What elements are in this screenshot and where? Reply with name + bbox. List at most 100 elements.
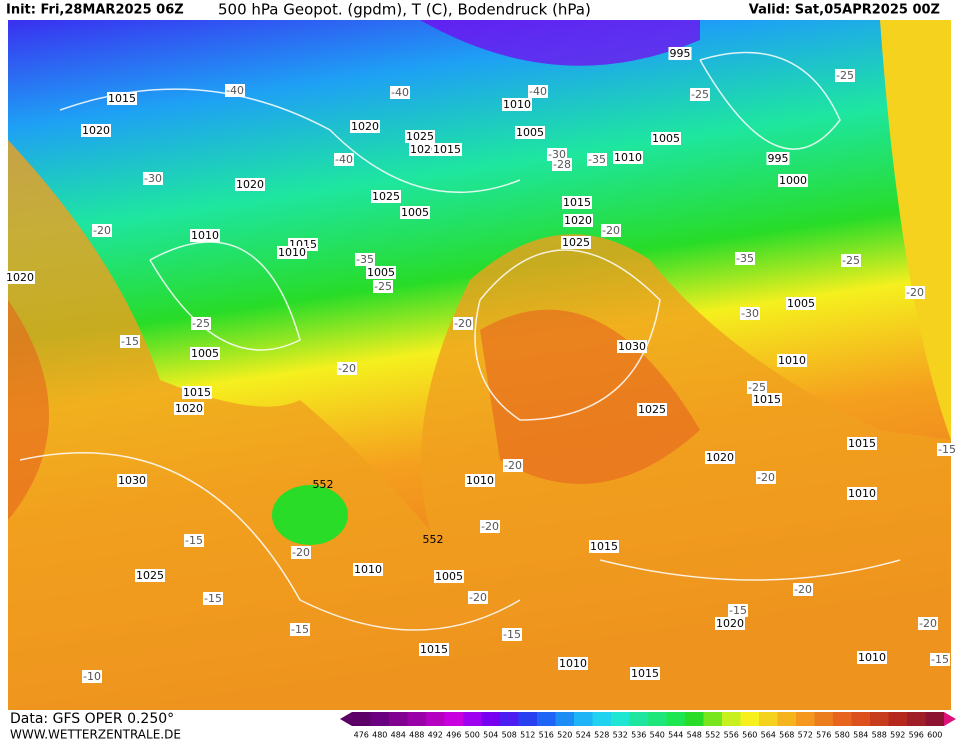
colorbar-swatch [574,712,593,726]
temperature-label: -20 [93,224,111,237]
temperature-label-box [756,471,776,484]
temperature-label: -20 [794,583,812,596]
temperature-label: -10 [83,670,101,683]
colorbar-label: 512 [520,731,535,740]
pressure-label: 1020 [706,451,734,464]
temperature-label-box [905,286,925,299]
temperature-label-box [337,362,357,375]
temperature-label: -15 [938,443,956,456]
colorbar-swatch [426,712,445,726]
pressure-label: 1010 [354,563,382,576]
pressure-label: 1020 [351,120,379,133]
pressure-label: 1010 [858,651,886,664]
pressure-label-box [135,569,165,582]
pressure-label: 995 [670,47,691,60]
colorbar-swatch [648,712,667,726]
temperature-label: -20 [504,459,522,472]
pressure-label-box [766,152,790,165]
pressure-label: 1020 [410,143,438,156]
colorbar-swatch [407,712,426,726]
colorbar-label: 568 [779,731,794,740]
pressure-label-box [786,297,816,310]
temperature-label-box [740,307,760,320]
pressure-label: 1015 [631,667,659,680]
warm-region [8,140,951,710]
pressure-label: 1015 [563,196,591,209]
temperature-label: -15 [204,592,222,605]
pressure-label: 1015 [590,540,618,553]
pressure-label-box [353,563,383,576]
pressure-label: 1010 [278,246,306,259]
colorbar-label: 516 [539,731,554,740]
pressure-label-box [277,246,307,259]
pressure-label: 1030 [618,340,646,353]
colorbar-arrow-left [340,712,352,726]
pressure-label: 1020 [6,271,34,284]
colorbar-swatch [463,712,482,726]
pressure-label: 1005 [652,132,680,145]
temperature-label: -35 [588,153,606,166]
temperature-label: -20 [602,224,620,237]
temperature-label: -25 [374,280,392,293]
colorbar-label: 524 [576,731,591,740]
pressure-label: 1025 [136,569,164,582]
pressure-label: 1025 [372,190,400,203]
pressure-label-box [434,570,464,583]
temperature-label: -40 [335,153,353,166]
colorbar-label: 532 [613,731,628,740]
temperature-label: -20 [481,520,499,533]
pressure-label-box [857,651,887,664]
pressure-label-box [182,386,212,399]
data-source: Data: GFS OPER 0.250° [10,711,174,727]
temperature-label: -20 [292,546,310,559]
temperature-label-box [930,653,950,666]
colorbar-swatch [907,712,926,726]
colorbar-swatch [611,712,630,726]
colorbar-swatch [352,712,371,726]
temperature-label-box [547,148,567,161]
warm-east [880,20,951,440]
temperature-label: -15 [121,335,139,348]
pressure-label: 1010 [614,151,642,164]
colorbar-label: 580 [835,731,850,740]
temperature-label: -25 [842,254,860,267]
pressure-label-box [174,402,204,415]
colorbar-label: 584 [853,731,868,740]
pressure-label-box [107,92,137,105]
map-title: 500 hPa Geopot. (gpdm), T (C), Bodendruc… [218,1,591,19]
temperature-label-box [918,617,938,630]
temperature-label: -15 [729,604,747,617]
pressure-label: 1005 [435,570,463,583]
colorbar-label: 536 [631,731,646,740]
colorbar-label: 572 [798,731,813,740]
colorbar-label: 492 [428,731,443,740]
warm-core [8,300,700,520]
site: WWW.WETTERZENTRALE.DE [10,728,181,742]
pressure-label-box [705,451,735,464]
pressure-label: 1015 [108,92,136,105]
temperature-label-box [728,604,748,617]
colorbar-swatch [500,712,519,726]
pressure-label: 1015 [420,643,448,656]
pressure-label-box [350,120,380,133]
temperature-label-box [528,85,548,98]
pressure-label-box [562,196,592,209]
temperature-label: -15 [185,534,203,547]
pressure-label: 1010 [191,229,219,242]
pressure-label-box [637,403,667,416]
pressure-label: 1005 [367,266,395,279]
pressure-label-box [371,190,401,203]
colorbar-label: 556 [724,731,739,740]
temperature-label-box [203,592,223,605]
temperature-label-box [735,252,755,265]
temperature-label-box [453,317,473,330]
temperature-label: -20 [919,617,937,630]
pressure-label: 1005 [401,206,429,219]
cold-core [420,20,700,66]
pressure-label-box [419,643,449,656]
temperature-label-box [841,254,861,267]
colorbar-swatch [703,712,722,726]
temperature-label-box [835,69,855,82]
cut-off-low [272,485,348,545]
